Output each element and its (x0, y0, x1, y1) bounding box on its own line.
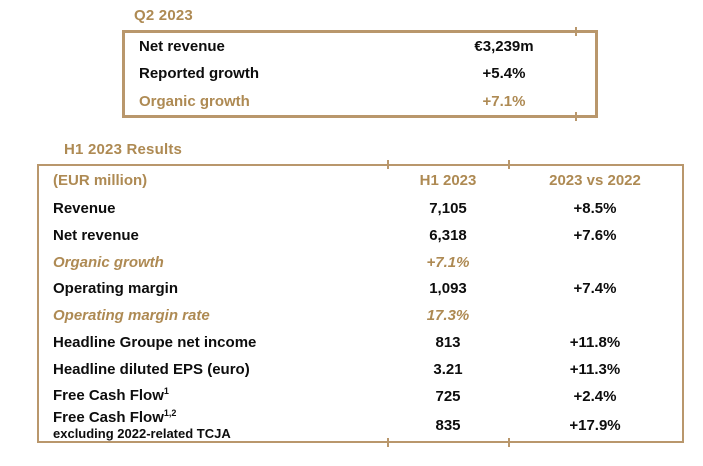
h1-row-label: Free Cash Flow1 (53, 386, 169, 405)
cell-divider-tick (575, 112, 577, 121)
h1-row-label: Operating margin (53, 280, 179, 298)
q2-row-label: Net revenue (139, 38, 225, 56)
h1-row-value: 17.3% (426, 307, 470, 325)
h1-row-value: 813 (435, 334, 461, 352)
h1-row-change: +2.4% (573, 388, 617, 406)
h1-row-sublabel: excluding 2022-related TCJA (53, 426, 231, 441)
h1-row-label: Operating margin rate (53, 307, 210, 325)
h1-row: Free Cash Flow1,2 excluding 2022-related … (39, 408, 682, 441)
q2-row-value: +7.1% (482, 92, 526, 110)
h1-row: Headline Groupe net income 813 +11.8% (39, 329, 682, 356)
h1-row: Organic growth +7.1% (39, 249, 682, 276)
h1-row-change: +11.3% (569, 361, 621, 379)
h1-row-change: +17.9% (569, 417, 621, 434)
column-header-2023-vs-2022: 2023 vs 2022 (549, 171, 641, 189)
h1-row-value: 1,093 (429, 280, 467, 298)
q2-row: Reported growth +5.4% (125, 60, 595, 87)
q2-summary-table: Net revenue €3,239m Reported growth +5.4% Or… (122, 27, 598, 121)
h1-row-value: 6,318 (429, 226, 467, 244)
h1-row-value: 3.21 (433, 361, 463, 379)
h1-row: Net revenue 6,318 +7.6% (39, 222, 682, 249)
q2-row: Net revenue €3,239m (125, 33, 595, 60)
h1-results-table: (EUR million) H1 2023 2023 vs 2022 Reven… (37, 160, 684, 447)
h1-row-value: 835 (435, 417, 461, 434)
h1-row: Operating margin rate 17.3% (39, 302, 682, 329)
column-header-eur-million: (EUR million) (53, 171, 148, 189)
h1-row-label: Organic growth (53, 253, 164, 271)
table-header-row: (EUR million) H1 2023 2023 vs 2022 (39, 166, 682, 195)
cell-divider-tick (508, 160, 510, 169)
h1-row-label: Headline Groupe net income (53, 334, 257, 352)
h1-section-title: H1 2023 Results (64, 141, 183, 158)
q2-row: Organic growth +7.1% (125, 88, 595, 115)
h1-row-change: +8.5% (573, 199, 617, 217)
h1-row-value: 725 (435, 388, 461, 406)
h1-row-label: Free Cash Flow1,2 excluding 2022-related … (53, 408, 231, 441)
q2-section-title: Q2 2023 (134, 7, 193, 24)
column-header-h1-2023: H1 2023 (419, 171, 477, 189)
q2-row-value: €3,239m (474, 38, 534, 56)
h1-row: Operating margin 1,093 +7.4% (39, 276, 682, 303)
h1-row: Free Cash Flow1 725 +2.4% (39, 383, 682, 410)
h1-row-label: Revenue (53, 199, 116, 217)
cell-divider-tick (508, 438, 510, 447)
h1-row-value: +7.1% (426, 253, 470, 271)
q2-row-value: +5.4% (482, 65, 526, 83)
q2-row-label: Organic growth (139, 92, 250, 110)
h1-row-label: Headline diluted EPS (euro) (53, 361, 250, 379)
cell-divider-tick (575, 27, 577, 36)
q2-row-label: Reported growth (139, 65, 259, 83)
footnote-superscript: 1,2 (163, 408, 177, 418)
h1-row-value: 7,105 (429, 199, 467, 217)
cell-divider-tick (387, 160, 389, 169)
h1-row-change: +7.6% (573, 226, 617, 244)
footnote-superscript: 1 (163, 386, 169, 397)
h1-row-change: +7.4% (573, 280, 617, 298)
h1-row-change: +11.8% (569, 334, 621, 352)
h1-row: Headline diluted EPS (euro) 3.21 +11.3% (39, 356, 682, 383)
h1-row: Revenue 7,105 +8.5% (39, 195, 682, 222)
cell-divider-tick (387, 438, 389, 447)
h1-row-label: Net revenue (53, 226, 139, 244)
